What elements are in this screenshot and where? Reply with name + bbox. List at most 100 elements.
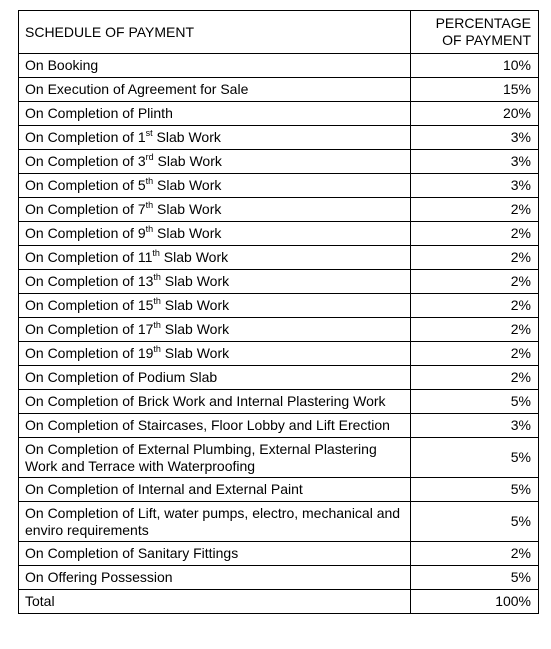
stage-label-suffix: Slab Work [153, 225, 222, 241]
stage-label-suffix: Slab Work [159, 249, 229, 265]
stage-cell: On Completion of 19th Slab Work [18, 341, 411, 366]
ordinal-suffix: th [153, 344, 161, 354]
table-row: On Completion of 9th Slab Work 2% [18, 221, 539, 246]
stage-label: Total [25, 593, 55, 609]
stage-cell: On Booking [18, 53, 411, 78]
stage-label-suffix: Slab Work [160, 345, 230, 361]
stage-cell: On Completion of 9th Slab Work [18, 221, 411, 246]
stage-label-suffix: Slab Work [153, 177, 222, 193]
ordinal-suffix: rd [145, 152, 154, 162]
table-row: On Completion of Sanitary Fittings 2% [18, 541, 539, 566]
stage-label: On Completion of 7 [25, 201, 146, 217]
stage-label: On Completion of 19 [25, 345, 154, 361]
percentage-cell: 20% [410, 101, 539, 126]
table-row: On Completion of External Plumbing, Exte… [18, 437, 539, 478]
table-row: On Completion of Podium Slab 2% [18, 365, 539, 390]
ordinal-suffix: th [152, 248, 160, 258]
stage-label: On Completion of Staircases, Floor Lobby… [25, 417, 390, 433]
percentage-header-line2: OF PAYMENT [442, 32, 531, 48]
stage-cell: On Completion of Internal and External P… [18, 477, 411, 502]
stage-cell: On Completion of 7th Slab Work [18, 197, 411, 222]
stage-label: On Completion of 9 [25, 225, 146, 241]
stage-label: On Completion of Plinth [25, 105, 173, 121]
ordinal-suffix: th [145, 200, 154, 210]
table-row: On Completion of 1st Slab Work 3% [18, 125, 539, 150]
percentage-cell: 100% [410, 589, 539, 614]
stage-label: On Completion of 5 [25, 177, 146, 193]
stage-label-suffix: Slab Work [152, 129, 221, 145]
percentage-cell: 2% [410, 245, 539, 270]
table-row: On Completion of Brick Work and Internal… [18, 389, 539, 414]
stage-label: On Completion of Lift, water pumps, elec… [25, 504, 401, 538]
payment-schedule-table: SCHEDULE OF PAYMENT PERCENTAGE OF PAYMEN… [18, 10, 539, 614]
percentage-cell: 5% [410, 437, 539, 478]
stage-cell: On Offering Possession [18, 565, 411, 590]
stage-cell: On Completion of 17th Slab Work [18, 317, 411, 342]
stage-label: On Completion of Sanitary Fittings [25, 545, 239, 561]
table-row: Total 100% [18, 589, 539, 614]
stage-label-suffix: Slab Work [160, 273, 230, 289]
table-header-row: SCHEDULE OF PAYMENT PERCENTAGE OF PAYMEN… [18, 10, 539, 54]
stage-cell: On Completion of Staircases, Floor Lobby… [18, 413, 411, 438]
percentage-header-line1: PERCENTAGE [435, 15, 531, 31]
stage-cell: On Completion of 1st Slab Work [18, 125, 411, 150]
stage-cell: On Completion of 15th Slab Work [18, 293, 411, 318]
percentage-cell: 2% [410, 293, 539, 318]
ordinal-suffix: st [145, 128, 153, 138]
percentage-cell: 2% [410, 365, 539, 390]
percentage-cell: 5% [410, 477, 539, 502]
table-row: On Completion of 17th Slab Work 2% [18, 317, 539, 342]
percentage-cell: 3% [410, 173, 539, 198]
table-row: On Completion of Internal and External P… [18, 477, 539, 502]
percentage-cell: 2% [410, 341, 539, 366]
ordinal-suffix: th [145, 176, 154, 186]
stage-cell: On Completion of 13th Slab Work [18, 269, 411, 294]
schedule-header: SCHEDULE OF PAYMENT [18, 10, 411, 54]
table-body: On Booking 10% On Execution of Agreement f… [18, 53, 539, 614]
stage-label: On Completion of 13 [25, 273, 154, 289]
percentage-cell: 2% [410, 221, 539, 246]
table-row: On Completion of 3rd Slab Work 3% [18, 149, 539, 174]
ordinal-suffix: th [153, 272, 161, 282]
stage-label: On Completion of 11 [25, 249, 153, 265]
stage-label: On Completion of External Plumbing, Exte… [25, 440, 377, 474]
stage-label: On Completion of 3 [25, 153, 146, 169]
table-row: On Completion of 15th Slab Work 2% [18, 293, 539, 318]
percentage-cell: 10% [410, 53, 539, 78]
stage-cell: On Completion of 3rd Slab Work [18, 149, 411, 174]
percentage-cell: 5% [410, 565, 539, 590]
stage-label: On Completion of 17 [25, 321, 154, 337]
stage-label: On Booking [25, 57, 99, 73]
percentage-cell: 15% [410, 77, 539, 102]
stage-cell: On Completion of External Plumbing, Exte… [18, 437, 411, 478]
percentage-cell: 3% [410, 413, 539, 438]
ordinal-suffix: th [153, 320, 161, 330]
table-row: On Completion of Plinth 20% [18, 101, 539, 126]
stage-cell: On Completion of Brick Work and Internal… [18, 389, 411, 414]
percentage-cell: 5% [410, 389, 539, 414]
payment-schedule-container: SCHEDULE OF PAYMENT PERCENTAGE OF PAYMEN… [18, 10, 539, 614]
ordinal-suffix: th [145, 224, 154, 234]
percentage-cell: 2% [410, 197, 539, 222]
table-row: On Offering Possession 5% [18, 565, 539, 590]
table-row: On Completion of Lift, water pumps, elec… [18, 501, 539, 542]
percentage-cell: 5% [410, 501, 539, 542]
table-row: On Completion of 19th Slab Work 2% [18, 341, 539, 366]
stage-cell: On Completion of Plinth [18, 101, 411, 126]
stage-label-suffix: Slab Work [160, 321, 230, 337]
percentage-cell: 3% [410, 125, 539, 150]
percentage-header: PERCENTAGE OF PAYMENT [410, 10, 539, 54]
table-row: On Completion of 11th Slab Work 2% [18, 245, 539, 270]
stage-cell: On Completion of Sanitary Fittings [18, 541, 411, 566]
stage-cell: On Execution of Agreement for Sale [18, 77, 411, 102]
stage-label-suffix: Slab Work [153, 153, 222, 169]
table-row: On Completion of 7th Slab Work 2% [18, 197, 539, 222]
percentage-cell: 2% [410, 269, 539, 294]
table-row: On Completion of 5th Slab Work 3% [18, 173, 539, 198]
percentage-cell: 2% [410, 541, 539, 566]
table-row: On Completion of 13th Slab Work 2% [18, 269, 539, 294]
stage-label: On Completion of Podium Slab [25, 369, 218, 385]
stage-label: On Completion of Brick Work and Internal… [25, 393, 386, 409]
table-row: On Booking 10% [18, 53, 539, 78]
stage-label: On Offering Possession [25, 569, 173, 585]
